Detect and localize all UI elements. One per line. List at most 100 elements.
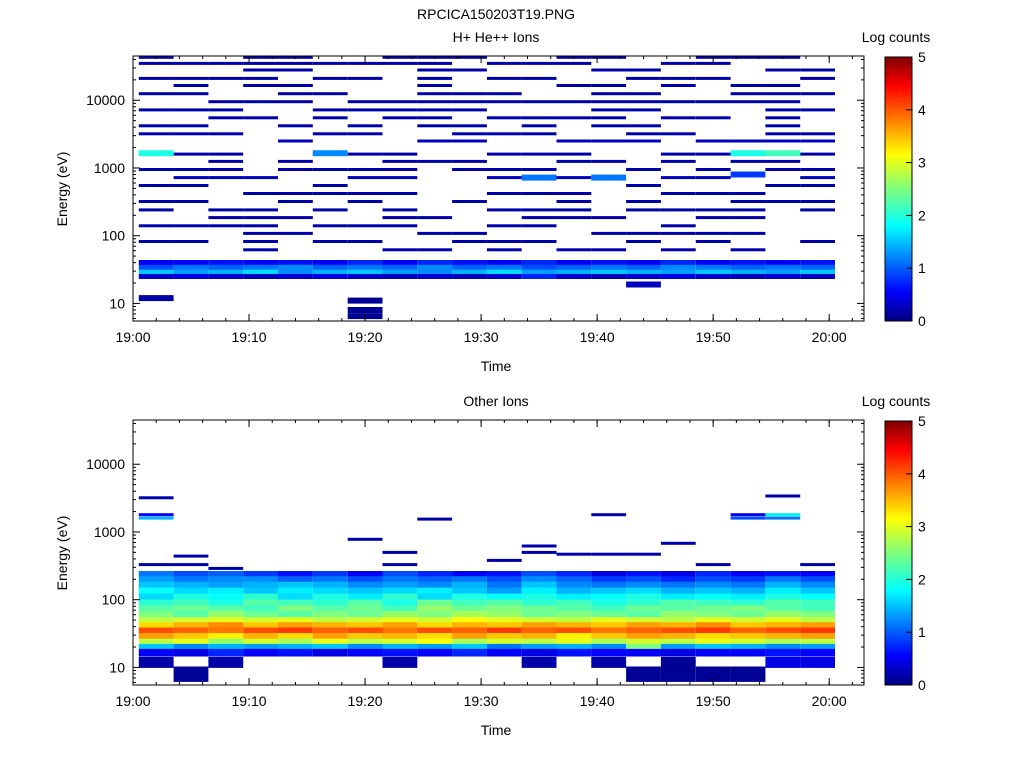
heatmap-cell xyxy=(452,168,487,171)
heatmap-cell xyxy=(312,208,348,212)
heatmap-cell xyxy=(312,274,348,279)
heatmap-cell xyxy=(800,240,835,243)
colorbar-tick-label: 3 xyxy=(918,155,926,171)
heatmap-cell xyxy=(173,673,209,682)
heatmap-cell xyxy=(695,216,731,220)
heatmap-cell xyxy=(626,264,661,271)
heatmap-cell xyxy=(208,571,244,577)
heatmap-cell xyxy=(486,76,522,80)
heatmap-cell xyxy=(208,159,244,163)
heatmap-cell xyxy=(417,124,453,128)
heatmap-cell xyxy=(591,84,627,87)
heatmap-cell xyxy=(800,617,835,623)
heatmap-cell xyxy=(278,68,313,72)
heatmap-cell xyxy=(278,605,313,612)
heatmap-cell xyxy=(347,274,383,279)
heatmap-cell xyxy=(521,269,557,275)
heatmap-cell xyxy=(730,638,766,645)
heatmap-cell xyxy=(382,611,418,618)
heatmap-cell xyxy=(312,269,348,275)
heatmap-cell xyxy=(173,200,209,203)
heatmap-cell xyxy=(243,599,278,606)
heatmap-cell xyxy=(243,68,278,72)
heatmap-cell xyxy=(486,617,522,623)
heatmap-cell xyxy=(417,633,453,640)
heatmap-cell xyxy=(765,108,801,112)
heatmap-cell xyxy=(347,260,383,266)
heatmap-cell xyxy=(243,638,278,645)
heatmap-cell xyxy=(347,627,383,634)
heatmap-cell xyxy=(591,100,627,104)
heatmap-cell xyxy=(800,184,835,187)
heatmap-cell xyxy=(521,622,557,629)
heatmap-cell xyxy=(730,260,766,266)
heatmap-cell xyxy=(800,260,835,266)
heatmap-cell xyxy=(382,633,418,640)
heatmap-cell xyxy=(591,264,627,271)
panel-2-axes: 19:00 19:10 19:20 19:30 19:40 19:50 20:00 10 100… xyxy=(86,420,864,709)
heatmap-cell xyxy=(626,627,661,634)
heatmap-cell xyxy=(626,587,661,595)
heatmap-cell xyxy=(695,76,731,80)
heatmap-cell xyxy=(556,84,592,87)
heatmap-cell xyxy=(521,544,557,548)
heatmap-cell xyxy=(347,176,383,180)
heatmap-cell xyxy=(626,622,661,629)
heatmap-cell xyxy=(660,264,696,271)
heatmap-cell xyxy=(208,176,244,180)
heatmap-cell xyxy=(173,563,209,567)
heatmap-cell xyxy=(591,611,627,618)
heatmap-cell xyxy=(173,224,209,228)
heatmap-cell xyxy=(278,617,313,623)
heatmap-cell xyxy=(800,643,835,651)
heatmap-cell xyxy=(521,132,557,136)
heatmap-cell xyxy=(556,152,592,156)
heatmap-cell xyxy=(626,184,661,187)
heatmap-cell xyxy=(486,622,522,629)
heatmap-cell xyxy=(173,648,209,657)
heatmap-cell xyxy=(417,622,453,629)
heatmap-cell xyxy=(243,587,278,595)
heatmap-cell xyxy=(660,638,696,645)
heatmap-cell xyxy=(521,643,557,651)
heatmap-cell xyxy=(626,76,661,80)
heatmap-cell xyxy=(660,622,696,629)
y-tick-label: 10000 xyxy=(86,456,125,472)
heatmap-cell xyxy=(556,61,592,65)
heatmap-cell xyxy=(765,593,801,601)
heatmap-cell xyxy=(765,84,801,87)
heatmap-cell xyxy=(800,264,835,271)
heatmap-cell xyxy=(800,274,835,279)
heatmap-cell xyxy=(278,84,313,87)
heatmap-cell xyxy=(556,576,592,583)
heatmap-cell xyxy=(138,661,174,668)
heatmap-cell xyxy=(730,648,766,657)
heatmap-cell xyxy=(243,643,278,651)
heatmap-cell xyxy=(695,274,731,279)
heatmap-cell xyxy=(486,576,522,583)
heatmap-cell xyxy=(730,92,766,96)
heatmap-cell xyxy=(278,627,313,634)
heatmap-cell xyxy=(800,627,835,634)
heatmap-cell xyxy=(138,563,174,567)
heatmap-cell xyxy=(243,260,278,266)
heatmap-cell xyxy=(417,269,453,275)
heatmap-cell xyxy=(382,264,418,271)
heatmap-cell xyxy=(382,269,418,275)
heatmap-cell xyxy=(452,124,487,128)
heatmap-cell xyxy=(626,168,661,171)
heatmap-cell xyxy=(626,124,661,128)
heatmap-cell xyxy=(730,208,766,212)
heatmap-cell xyxy=(243,176,278,180)
heatmap-cell xyxy=(521,192,557,195)
heatmap-cell xyxy=(660,648,696,657)
heatmap-cell xyxy=(556,274,592,279)
heatmap-cell xyxy=(730,571,766,577)
heatmap-cell xyxy=(278,200,313,203)
heatmap-cell xyxy=(312,599,348,606)
heatmap-cell xyxy=(730,622,766,629)
heatmap-cell xyxy=(591,576,627,583)
heatmap-cell xyxy=(591,638,627,645)
heatmap-cell xyxy=(486,627,522,634)
heatmap-cell xyxy=(382,116,418,120)
